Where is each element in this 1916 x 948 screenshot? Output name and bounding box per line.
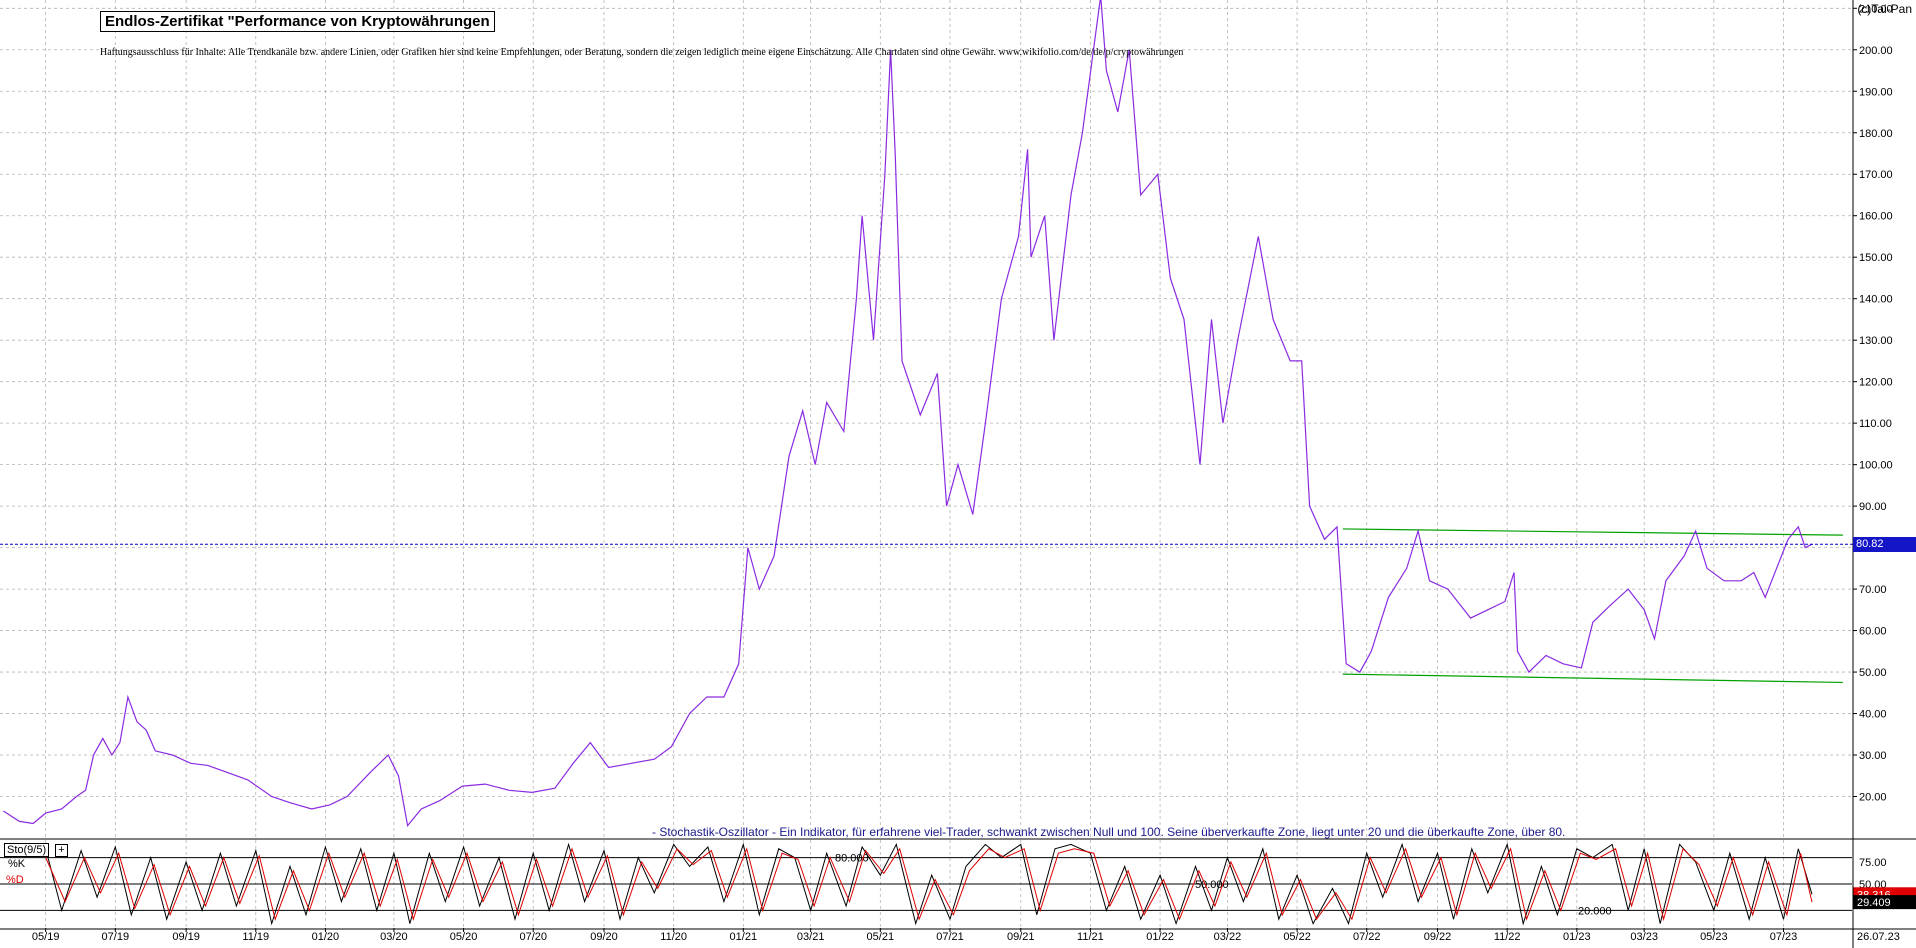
x-tick-label: 11/20 [660, 931, 687, 943]
stochastic-d-line [45, 847, 1813, 922]
y-tick-label: 120.00 [1859, 377, 1893, 389]
copyright-label: (c)Tai-Pan [1857, 2, 1912, 16]
d-legend-label: %D [6, 874, 24, 886]
x-tick-label: 09/19 [172, 931, 200, 943]
x-tick-label: 11/19 [242, 931, 269, 943]
k-legend-label: %K [8, 858, 26, 870]
y-tick-label: 180.00 [1859, 128, 1893, 140]
y-tick-label: 30.00 [1859, 750, 1887, 762]
x-tick-label: 09/20 [590, 931, 618, 943]
x-tick-label: 09/21 [1007, 931, 1035, 943]
y-tick-label: 160.00 [1859, 211, 1893, 223]
y-tick-label: 170.00 [1859, 169, 1893, 181]
x-tick-label: 05/20 [450, 931, 478, 943]
x-tick-label: 01/21 [730, 931, 758, 943]
trend-lines [1342, 528, 1843, 684]
x-axis: 05/19 07/19 09/19 11/19 01/20 03/20 05/20 07/20… [32, 928, 1900, 943]
current-price-tag: 80.82 [1853, 536, 1916, 552]
sto-level-label: 80.000 [835, 853, 869, 865]
trend-line [1342, 673, 1843, 684]
x-tick-label: 03/23 [1630, 931, 1658, 943]
y-tick-label: 110.00 [1859, 418, 1892, 430]
x-tick-label: 11/22 [1494, 931, 1521, 943]
x-tick-label: 01/23 [1563, 931, 1591, 943]
x-tick-label: 05/23 [1700, 931, 1728, 943]
x-tick-label: 11/21 [1077, 931, 1104, 943]
d-value-label: 29.409 [1857, 897, 1891, 909]
d-value-tag [1853, 895, 1916, 910]
y-tick-label: 140.00 [1859, 294, 1893, 306]
indicator-expand-button[interactable]: + [55, 844, 68, 857]
x-tick-label: 07/23 [1770, 931, 1798, 943]
sto-y-tick-label: 75.00 [1859, 857, 1887, 869]
indicator-label[interactable]: Sto(9/5) [4, 843, 50, 857]
y-tick-label: 150.00 [1859, 252, 1893, 264]
y-tick-label: 20.00 [1859, 792, 1887, 804]
y-tick-label: 40.00 [1859, 709, 1887, 721]
x-tick-label: 07/19 [102, 931, 130, 943]
y-tick-label: 210.00 [1859, 3, 1893, 15]
y-tick-label: 50.00 [1859, 667, 1887, 679]
y-tick-label: 100.00 [1859, 460, 1893, 472]
y-tick-label: 130.00 [1859, 335, 1893, 347]
last-date-label: 26.07.23 [1857, 931, 1900, 943]
price-series-line [3, 0, 1813, 827]
price-y-axis: 20.0030.0040.0050.0060.0070.0080.0090.00… [1853, 3, 1893, 804]
disclaimer-text: Haftungsausschluss für Inhalte: Alle Tre… [100, 47, 1184, 58]
x-tick-label: 03/20 [380, 931, 408, 943]
stochastic-note: - Stochastik-Oszillator - Ein Indikator,… [652, 825, 1566, 839]
x-tick-label: 03/22 [1214, 931, 1242, 943]
y-tick-label: 70.00 [1859, 584, 1887, 596]
stochastic-k-line [45, 842, 1813, 926]
x-tick-label: 05/21 [867, 931, 895, 943]
x-tick-label: 01/20 [312, 931, 340, 943]
x-tick-label: 03/21 [797, 931, 825, 943]
x-tick-label: 07/20 [519, 931, 547, 943]
sto-level-label: 20.000 [1578, 905, 1612, 917]
chart-title: Endlos-Zertifikat "Performance von Krypt… [100, 11, 495, 32]
x-tick-label: 09/22 [1424, 931, 1452, 943]
x-tick-label: 05/19 [32, 931, 60, 943]
x-tick-label: 07/21 [936, 931, 964, 943]
price-grid [0, 0, 1852, 838]
y-tick-label: 60.00 [1859, 626, 1887, 638]
y-tick-label: 190.00 [1859, 86, 1893, 98]
y-tick-label: 90.00 [1859, 501, 1887, 513]
x-tick-label: 01/22 [1146, 931, 1174, 943]
trend-line [1342, 528, 1843, 536]
x-tick-label: 05/22 [1283, 931, 1311, 943]
y-tick-label: 200.00 [1859, 45, 1893, 57]
x-tick-label: 07/22 [1353, 931, 1381, 943]
